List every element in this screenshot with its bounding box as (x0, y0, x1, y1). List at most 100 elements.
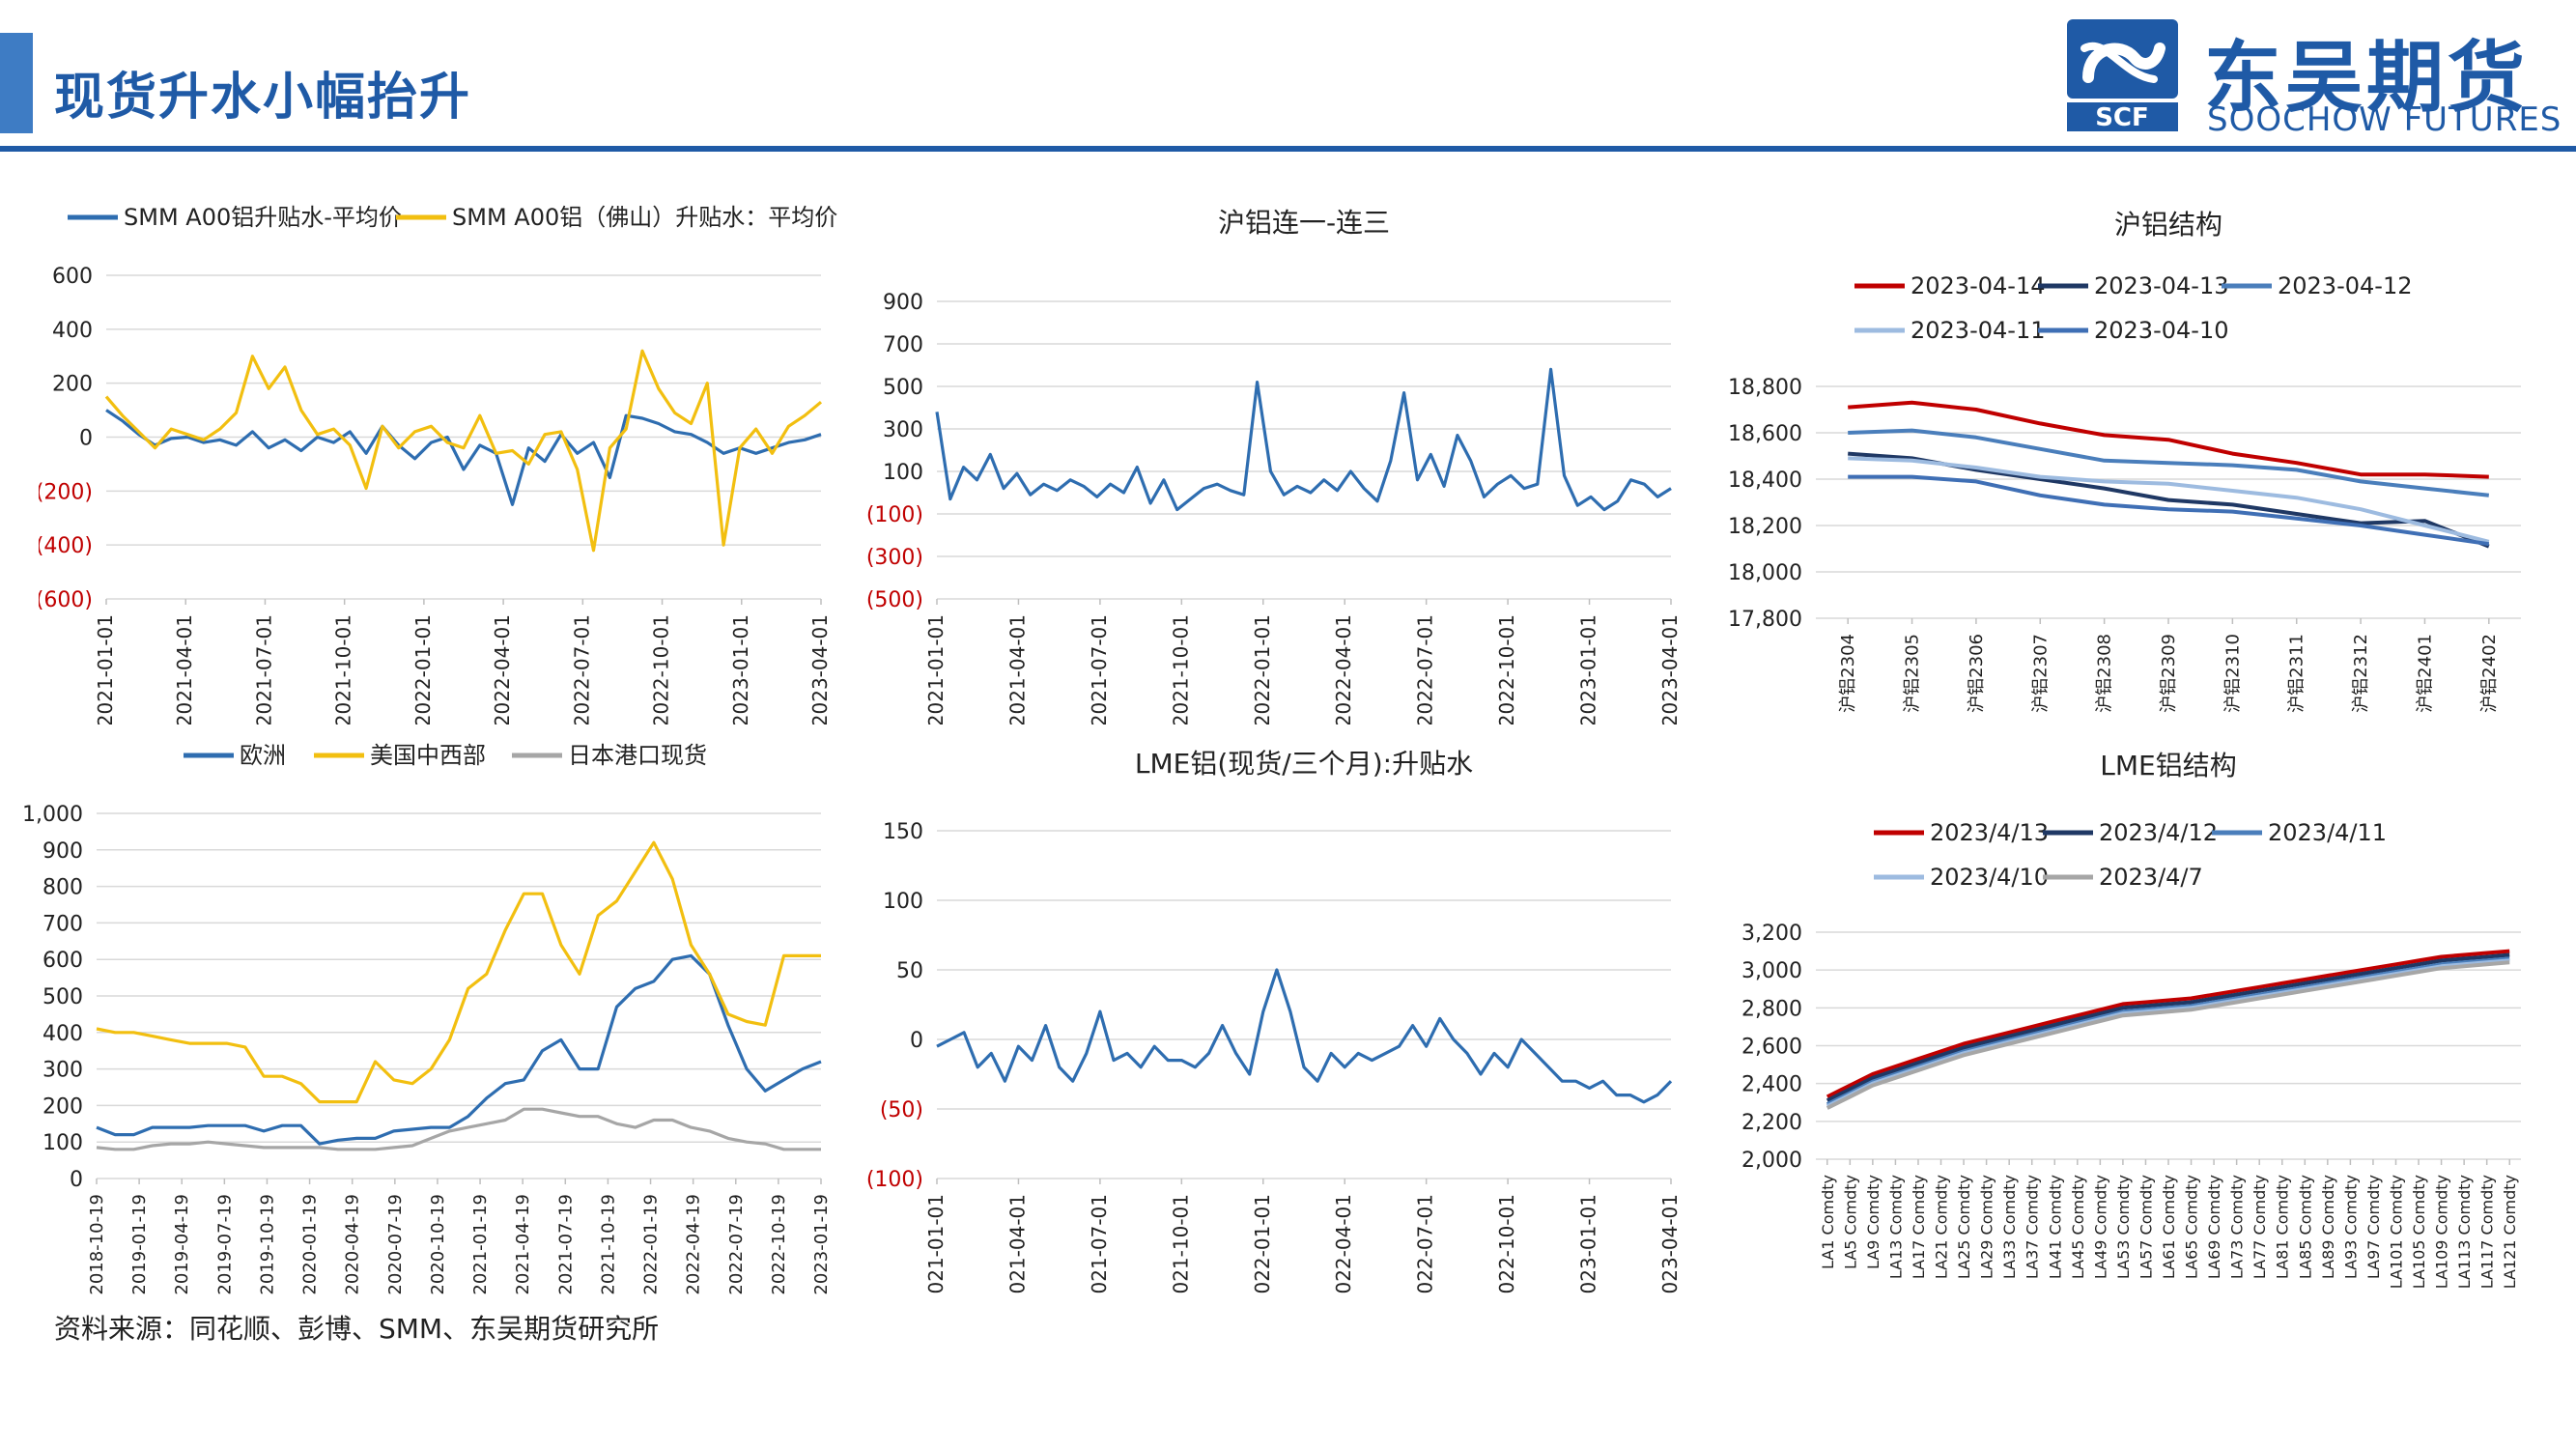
x-tick-label: 2021-01-01 (94, 614, 117, 724)
y-tick-label: 200 (42, 1094, 83, 1119)
legend-label: 2023/4/13 (1930, 819, 2049, 846)
scf-logo-icon: SCF (2067, 19, 2178, 131)
y-tick-label: (300) (866, 546, 923, 570)
x-tick-label: 2022-10-19 (769, 1194, 789, 1294)
series-line (1826, 956, 2510, 1106)
x-tick-label: LA93 Comdty (2341, 1175, 2360, 1279)
x-tick-label: LA101 Comdty (2387, 1175, 2405, 1289)
chart-title: 沪铝连一-连三 (1218, 207, 1390, 239)
chart-lme-cash-3m: LME铝(现货/三个月):升贴水150100500(50)(100)2021-0… (866, 748, 1682, 1294)
x-tick-label: LA109 Comdty (2433, 1175, 2451, 1289)
x-tick-label: 沪铝2307 (2030, 634, 2051, 713)
legend-item: SMM A00铝（佛山）升贴水：平均价 (396, 204, 837, 231)
legend-item: 2023/4/12 (2043, 819, 2218, 846)
x-tick-label: 2019-10-19 (257, 1194, 277, 1294)
y-tick-label: 0 (910, 1029, 923, 1053)
y-tick-label: 900 (42, 839, 83, 864)
x-tick-label: 2020-10-19 (428, 1194, 448, 1294)
y-tick-label: 900 (883, 291, 923, 315)
x-tick-label: LA117 Comdty (2478, 1175, 2497, 1289)
series-line (96, 840, 821, 1104)
y-tick-label: 18,400 (1728, 469, 1802, 493)
x-tick-label: 2023-04-01 (1658, 614, 1682, 724)
y-tick-label: (500) (866, 588, 923, 612)
legend-label: SMM A00铝升贴水-平均价 (124, 204, 402, 231)
x-tick-label: LA5 Comdty (1841, 1175, 1859, 1269)
series-line (96, 1107, 821, 1151)
y-tick-label: 2,200 (1741, 1111, 1802, 1135)
chart-regional-premium: 1,000 900 800 700 600 500 400 300 200 100 02018-10… (22, 742, 832, 1294)
series-line (1848, 400, 2489, 479)
x-tick-label: 2022-07-01 (570, 614, 593, 724)
x-tick-label: 2019-01-19 (129, 1194, 150, 1294)
series-line (1826, 949, 2510, 1099)
x-tick-label: 2018-10-19 (87, 1194, 107, 1294)
x-tick-label: 2021-01-19 (470, 1194, 491, 1294)
x-tick-label: 2021-04-01 (1005, 614, 1029, 724)
x-tick-label: 2022-04-01 (1332, 1194, 1355, 1294)
y-tick-label: (400) (39, 534, 93, 558)
x-tick-label: LA41 Comdty (2046, 1175, 2064, 1279)
legend-label: 2023-04-13 (2094, 272, 2228, 299)
y-tick-label: 50 (896, 959, 923, 983)
x-tick-label: 2022-01-01 (1251, 1194, 1274, 1294)
x-tick-label: LA97 Comdty (2364, 1175, 2383, 1279)
series-line (1826, 960, 2510, 1110)
x-tick-label: LA81 Comdty (2274, 1175, 2292, 1279)
x-tick-label: 2021-07-01 (1088, 1194, 1111, 1294)
y-tick-label: 200 (52, 373, 93, 397)
logo-english-name: SOOCHOW FUTURES (2207, 100, 2562, 139)
x-tick-label: LA77 Comdty (2250, 1175, 2269, 1279)
y-tick-label: 3,200 (1741, 922, 1802, 946)
x-tick-label: LA9 Comdty (1864, 1175, 1882, 1269)
y-tick-label: (100) (866, 503, 923, 527)
y-tick-label: 500 (883, 376, 923, 400)
y-tick-label: 18,000 (1728, 561, 1802, 585)
x-tick-label: 沪铝2401 (2415, 634, 2435, 713)
x-tick-label: 2023-01-01 (1577, 1194, 1600, 1294)
chart-smm-a00-premium: 600 400 200 0 (200) (400) (600)2021-01-01 2021-… (39, 204, 837, 724)
x-tick-label: 2020-04-19 (343, 1194, 363, 1294)
x-tick-label: LA13 Comdty (1886, 1175, 1905, 1279)
x-tick-label: LA69 Comdty (2205, 1175, 2223, 1279)
y-tick-label: (50) (880, 1098, 923, 1122)
y-tick-label: 2,800 (1741, 997, 1802, 1021)
company-logo: SCF 东吴期货 SOOCHOW FUTURES (2067, 14, 2561, 139)
y-tick-label: 3,000 (1741, 959, 1802, 983)
series-line (1848, 451, 2490, 549)
legend-item: 2023/4/10 (1874, 864, 2049, 891)
legend-label: 美国中西部 (370, 742, 486, 769)
x-tick-label: 2020-07-19 (385, 1194, 406, 1294)
x-tick-label: 2021-10-01 (1169, 614, 1192, 724)
x-tick-label: 2022-04-01 (491, 614, 514, 724)
y-tick-label: 18,600 (1728, 422, 1802, 446)
x-tick-label: 2022-01-01 (1251, 614, 1274, 724)
x-tick-label: 2021-10-19 (598, 1194, 618, 1294)
legend-label: 2023-04-11 (1911, 317, 2045, 344)
series-line (1848, 474, 2490, 547)
legend-item: 2023-04-11 (1854, 317, 2045, 344)
x-tick-label: 2022-01-19 (641, 1194, 662, 1294)
x-tick-label: 2022-07-01 (1414, 1194, 1437, 1294)
x-tick-label: 沪铝2304 (1838, 634, 1858, 713)
x-tick-label: 2019-04-19 (172, 1194, 192, 1294)
y-tick-label: 2,400 (1741, 1073, 1802, 1097)
x-tick-label: 2023-04-01 (808, 614, 832, 724)
y-tick-label: 2,600 (1741, 1036, 1802, 1060)
x-tick-label: 2022-10-01 (1495, 1194, 1518, 1294)
x-tick-label: LA17 Comdty (1910, 1175, 1928, 1279)
x-tick-label: 2021-07-01 (1088, 614, 1111, 724)
x-tick-label: 2022-07-19 (726, 1194, 747, 1294)
series-line (936, 968, 1673, 1104)
series-line (104, 349, 823, 553)
chart-shfe-structure: 沪铝结构 18,800 18,600 18,400 18,200 18,000 17,800… (1728, 209, 2521, 713)
x-tick-label: LA29 Comdty (1978, 1175, 1996, 1279)
x-tick-label: 2022-04-01 (1332, 614, 1355, 724)
x-tick-label: LA57 Comdty (2137, 1175, 2155, 1279)
header-accent-bar (0, 33, 33, 133)
legend-item: 2023/4/7 (2043, 864, 2203, 891)
logo-abbr: SCF (2095, 103, 2149, 131)
legend-item: 2023-04-13 (2038, 272, 2228, 299)
x-tick-label: 2019-07-19 (214, 1194, 235, 1294)
y-tick-label: 700 (883, 333, 923, 357)
